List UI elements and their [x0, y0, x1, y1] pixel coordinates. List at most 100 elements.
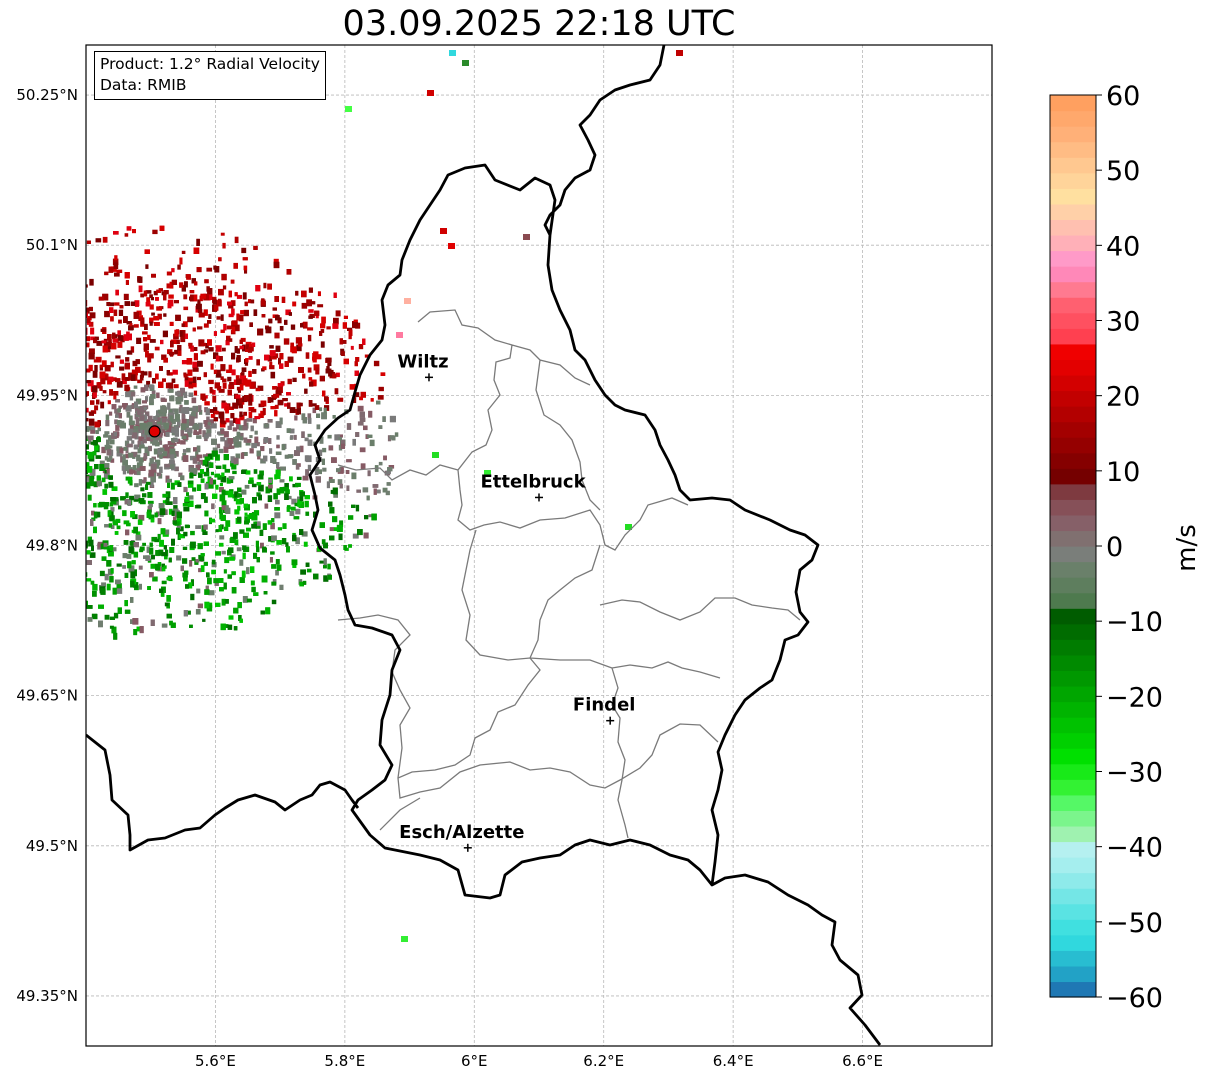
echo-pixel [41, 498, 45, 503]
echo-pixel [224, 505, 229, 513]
echo-pixel [52, 355, 57, 362]
echo-pixel [166, 595, 171, 602]
echo-pixel [30, 496, 35, 501]
echo-pixel [59, 276, 64, 279]
echo-pixel [137, 276, 143, 283]
echo-pixel [294, 415, 298, 421]
echo-pixel [239, 577, 245, 583]
echo-pixel [34, 422, 39, 429]
echo-pixel [86, 318, 91, 323]
echo-pixel [108, 302, 115, 307]
echo-pixel [315, 367, 320, 375]
echo-pixel [107, 380, 112, 385]
echo-pixel [191, 557, 196, 561]
echo-pixel [258, 494, 262, 501]
echo-pixel [345, 106, 352, 112]
echo-pixel [133, 444, 139, 450]
echo-pixel [207, 320, 212, 324]
echo-pixel [100, 377, 106, 385]
echo-pixel [43, 376, 47, 380]
echo-pixel [331, 457, 337, 463]
echo-pixel [197, 603, 203, 609]
echo-pixel [238, 398, 243, 404]
echo-pixel [120, 422, 126, 429]
echo-pixel [125, 529, 130, 536]
echo-pixel [173, 516, 177, 522]
echo-pixel [246, 567, 250, 575]
echo-pixel [106, 583, 111, 591]
echo-pixel [51, 382, 56, 386]
echo-pixel [61, 269, 66, 273]
echo-pixel [157, 448, 162, 455]
echo-pixel [239, 384, 244, 391]
echo-pixel [186, 492, 189, 496]
echo-pixel [124, 572, 129, 578]
echo-pixel [368, 410, 373, 418]
echo-pixel [223, 569, 227, 574]
echo-pixel [158, 440, 163, 445]
echo-pixel [18, 407, 22, 411]
echo-pixel [77, 571, 81, 575]
echo-pixel [246, 527, 251, 532]
echo-pixel [108, 481, 114, 488]
echo-pixel [59, 520, 63, 525]
echo-pixel [52, 407, 55, 413]
echo-pixel [245, 358, 249, 363]
echo-pixel [156, 421, 162, 427]
echo-pixel [33, 406, 37, 410]
echo-pixel [55, 485, 59, 490]
echo-pixel [358, 344, 364, 350]
echo-pixel [22, 335, 25, 341]
echo-pixel [130, 619, 133, 624]
echo-pixel [20, 485, 24, 489]
echo-pixel [230, 460, 234, 467]
echo-pixel [75, 555, 79, 562]
echo-pixel [149, 401, 154, 406]
echo-pixel [88, 439, 92, 445]
echo-pixel [193, 247, 200, 254]
echo-pixel [187, 495, 194, 500]
echo-pixel [91, 545, 94, 552]
echo-pixel [44, 374, 47, 378]
echo-pixel [295, 337, 302, 344]
echo-pixel [312, 407, 317, 414]
echo-pixel [184, 570, 189, 575]
echo-pixel [55, 502, 59, 508]
echo-pixel [321, 412, 327, 420]
echo-pixel [12, 396, 15, 401]
echo-pixel [81, 265, 86, 271]
echo-pixel [150, 481, 154, 488]
echo-pixel [58, 274, 61, 280]
echo-pixel [299, 402, 303, 407]
echo-pixel [78, 286, 82, 290]
map-frame [85, 44, 993, 1047]
echo-pixel [99, 501, 105, 508]
echo-pixel [145, 396, 149, 402]
echo-pixel [135, 359, 140, 365]
echo-pixel [177, 396, 184, 402]
echo-pixel [139, 548, 144, 553]
echo-pixel [45, 335, 50, 338]
echo-pixel [80, 309, 85, 313]
echo-pixel [128, 420, 135, 426]
echo-pixel [57, 329, 63, 334]
echo-pixel [79, 458, 85, 463]
echo-pixel [307, 334, 312, 342]
echo-pixel [337, 434, 343, 438]
echo-pixel [234, 292, 238, 297]
echo-pixel [75, 439, 79, 446]
echo-pixel [241, 470, 246, 474]
echo-pixel [46, 501, 51, 505]
echo-pixel [316, 424, 321, 430]
echo-pixel [99, 570, 105, 577]
echo-pixel [115, 431, 120, 437]
echo-pixel [71, 610, 75, 614]
echo-pixel [119, 359, 124, 364]
echo-pixel [315, 314, 319, 319]
echo-pixel [75, 376, 80, 382]
echo-pixel [31, 455, 37, 461]
echo-pixel [175, 339, 180, 345]
echo-pixel [286, 392, 291, 396]
echo-pixel [14, 287, 20, 290]
echo-pixel [122, 454, 126, 462]
